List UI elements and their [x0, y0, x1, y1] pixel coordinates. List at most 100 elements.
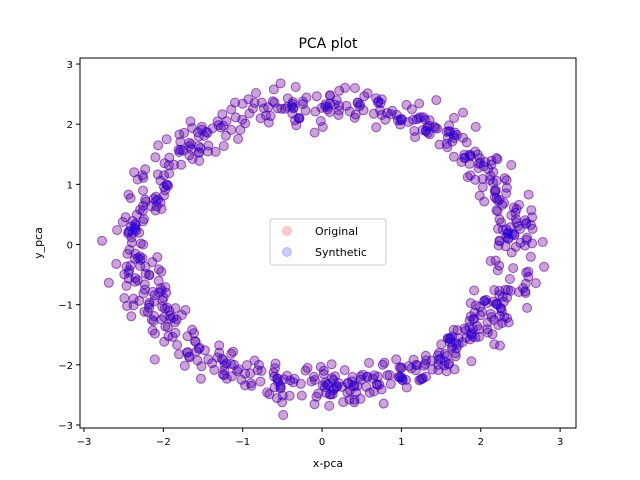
scatter-point-original [291, 120, 302, 131]
scatter-point-original [262, 387, 273, 398]
scatter-point-original [218, 120, 229, 131]
scatter-point-synthetic [139, 306, 150, 317]
scatter-point-synthetic [406, 363, 417, 374]
scatter-point-synthetic [511, 214, 521, 225]
scatter-point-original [349, 83, 360, 94]
scatter-point-synthetic [450, 348, 461, 359]
scatter-point-original [448, 151, 459, 162]
scatter-point-synthetic [217, 109, 228, 120]
scatter-point-synthetic [329, 383, 340, 394]
scatter-point-synthetic [521, 234, 532, 245]
scatter-point-synthetic [164, 152, 175, 163]
scatter-point-original [190, 336, 201, 347]
scatter-point-original [349, 394, 360, 405]
scatter-point-synthetic [355, 374, 366, 385]
scatter-point-synthetic [508, 263, 519, 274]
x-tick-label: 2 [478, 437, 484, 448]
scatter-point-original [444, 333, 455, 344]
scatter-point-synthetic [320, 99, 331, 110]
scatter-point-synthetic [287, 97, 298, 107]
scatter-point-original [349, 381, 360, 392]
scatter-point-original [195, 373, 206, 384]
scatter-point-original [168, 312, 179, 323]
scatter-point-original [488, 167, 499, 177]
scatter-point-original [509, 229, 520, 240]
scatter-point-original [397, 114, 407, 125]
scatter-point-original [269, 371, 280, 382]
scatter-point-original [480, 156, 491, 167]
scatter-point-synthetic [132, 174, 143, 185]
scatter-point-synthetic [488, 167, 499, 177]
scatter-point-original [465, 311, 476, 322]
scatter-point-original [510, 207, 521, 218]
scatter-point-synthetic [127, 216, 138, 226]
scatter-point-synthetic [377, 359, 388, 370]
scatter-point-original [126, 221, 136, 232]
scatter-point-original [355, 371, 366, 382]
scatter-point-original [378, 398, 389, 409]
scatter-point-original [415, 112, 426, 123]
scatter-point-original [447, 331, 458, 342]
scatter-point-synthetic [503, 233, 514, 244]
scatter-point-synthetic [162, 179, 173, 190]
scatter-point-synthetic [333, 378, 344, 388]
scatter-point-synthetic [334, 85, 345, 96]
scatter-point-original [183, 351, 194, 362]
scatter-point-synthetic [330, 371, 340, 382]
scatter-point-original [333, 110, 344, 120]
scatter-point-original [387, 105, 398, 116]
scatter-point-original [469, 285, 480, 296]
scatter-point-synthetic [219, 370, 230, 381]
scatter-point-synthetic [397, 375, 408, 385]
scatter-point-synthetic [349, 83, 360, 94]
scatter-point-original [171, 314, 182, 325]
scatter-point-synthetic [494, 194, 505, 205]
scatter-point-synthetic [310, 106, 321, 117]
scatter-point-original [500, 241, 511, 252]
scatter-point-original [275, 382, 286, 393]
scatter-point-original [272, 103, 283, 114]
scatter-point-original [220, 130, 231, 141]
scatter-point-synthetic [272, 373, 283, 384]
scatter-point-synthetic [355, 393, 366, 404]
scatter-point-original [391, 354, 402, 365]
scatter-point-synthetic [526, 205, 537, 216]
scatter-point-original [293, 113, 304, 124]
scatter-point-original [230, 112, 241, 123]
scatter-point-original [507, 228, 518, 239]
scatter-point-synthetic [474, 331, 485, 342]
scatter-point-synthetic [491, 299, 502, 310]
scatter-point-synthetic [444, 120, 455, 131]
scatter-point-original [219, 365, 230, 376]
scatter-point-original [301, 92, 312, 103]
scatter-point-original [146, 314, 157, 325]
scatter-point-original [432, 123, 443, 134]
scatter-point-original [380, 114, 391, 125]
scatter-point-synthetic [229, 359, 239, 370]
scatter-point-original [161, 179, 172, 190]
scatter-point-original [219, 360, 230, 371]
scatter-point-synthetic [264, 389, 275, 400]
scatter-point-synthetic [236, 374, 247, 385]
scatter-point-original [359, 91, 370, 102]
scatter-point-synthetic [484, 175, 495, 185]
scatter-point-original [450, 351, 461, 362]
scatter-point-synthetic [186, 139, 197, 150]
scatter-point-synthetic [174, 129, 185, 140]
scatter-point-original [406, 363, 417, 374]
scatter-point-original [275, 383, 286, 394]
scatter-point-original [333, 378, 344, 388]
scatter-point-original [138, 200, 149, 211]
scatter-point-original [159, 312, 170, 322]
scatter-point-synthetic [341, 100, 352, 111]
scatter-point-original [506, 210, 517, 221]
scatter-point-original [285, 375, 296, 386]
scatter-point-original [189, 328, 199, 339]
scatter-point-original [376, 384, 387, 395]
scatter-point-original [458, 107, 468, 118]
scatter-point-synthetic [435, 353, 446, 364]
scatter-point-original [322, 102, 333, 112]
scatter-point-synthetic [420, 350, 431, 361]
scatter-point-original [367, 373, 378, 384]
scatter-point-synthetic [486, 159, 497, 170]
